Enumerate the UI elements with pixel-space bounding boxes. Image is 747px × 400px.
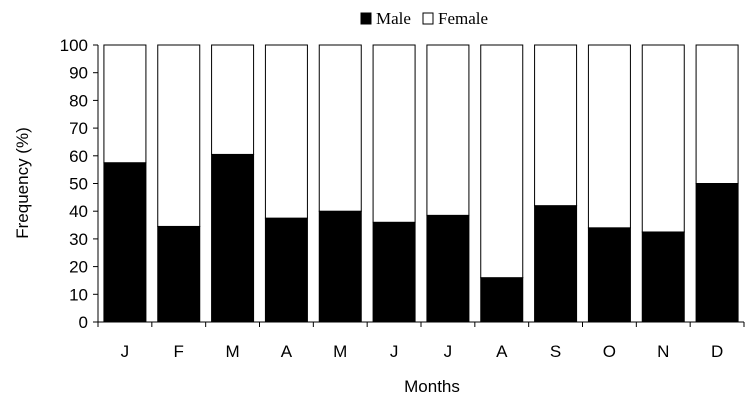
y-tick-labels: 0 10 20 30 40 50 60 70 80 90 100 — [60, 36, 88, 332]
bars — [103, 44, 739, 323]
y-tick-label: 70 — [69, 119, 88, 138]
x-tick-label: N — [657, 342, 669, 361]
y-tick-label: 60 — [69, 147, 88, 166]
legend-swatch-female — [422, 12, 434, 25]
bar-male-2 — [157, 225, 201, 323]
x-tick-label: J — [390, 342, 399, 361]
bar-male-4 — [264, 217, 308, 323]
bar-female-8 — [480, 44, 524, 279]
bar-female-1 — [103, 44, 147, 164]
bar-female-10 — [587, 44, 631, 229]
bar-male-9 — [534, 205, 578, 323]
bar-female-11 — [641, 44, 685, 233]
y-tick-label: 10 — [69, 285, 88, 304]
legend-label-male: Male — [376, 9, 411, 28]
y-tick-label: 80 — [69, 91, 88, 110]
x-tick-label: O — [603, 342, 616, 361]
x-tick-label: A — [281, 342, 293, 361]
x-tick-label: M — [225, 342, 239, 361]
y-tick-label: 30 — [69, 230, 88, 249]
bar-female-2 — [157, 44, 201, 227]
bar-male-11 — [641, 231, 685, 323]
legend-label-female: Female — [438, 9, 488, 28]
bar-male-6 — [372, 221, 416, 323]
bar-male-1 — [103, 162, 147, 323]
x-tick-label: J — [444, 342, 453, 361]
bar-male-7 — [426, 214, 470, 323]
bar-male-3 — [211, 153, 255, 323]
legend: Male Female — [360, 9, 488, 28]
bar-male-5 — [318, 210, 362, 323]
bar-female-4 — [264, 44, 308, 219]
bar-female-5 — [318, 44, 362, 212]
y-tick-label: 90 — [69, 64, 88, 83]
y-tick-label: 100 — [60, 36, 88, 55]
y-tick-label: 20 — [69, 258, 88, 277]
x-tick-label: M — [333, 342, 347, 361]
bar-female-9 — [534, 44, 578, 207]
bar-female-7 — [426, 44, 470, 216]
y-axis-label: Frequency (%) — [13, 127, 32, 238]
axes — [93, 44, 745, 327]
bar-female-12 — [695, 44, 739, 184]
y-tick-label: 0 — [79, 313, 88, 332]
bar-male-12 — [695, 183, 739, 323]
x-tick-label: F — [174, 342, 184, 361]
y-tick-label: 50 — [69, 175, 88, 194]
x-axis-label: Months — [404, 377, 460, 396]
legend-swatch-male — [360, 12, 372, 25]
bar-female-6 — [372, 44, 416, 223]
x-tick-label: J — [121, 342, 130, 361]
bar-male-10 — [587, 227, 631, 323]
bar-female-3 — [211, 44, 255, 155]
x-tick-label: A — [496, 342, 508, 361]
x-tick-label: S — [550, 342, 561, 361]
x-tick-label: D — [711, 342, 723, 361]
y-tick-label: 40 — [69, 202, 88, 221]
bar-male-8 — [480, 277, 524, 323]
